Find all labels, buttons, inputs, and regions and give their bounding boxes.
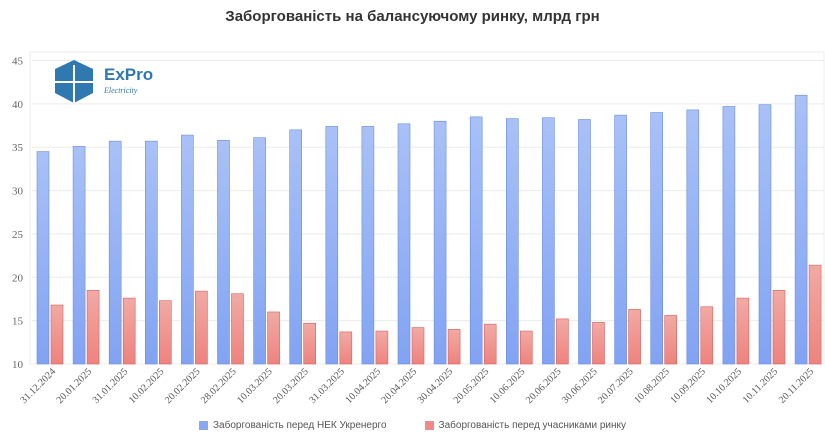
chart-title: Заборгованість на балансуючому ринку, мл… — [225, 8, 600, 25]
bar-participants-20.07.2025[interactable] — [628, 309, 641, 365]
x-tick-label: 10.11.2025 — [741, 366, 780, 405]
x-tick-label: 20.01.2025 — [55, 366, 95, 406]
bar-ukrenergo-20.05.2025[interactable] — [469, 116, 483, 365]
bar-ukrenergo-20.01.2025[interactable] — [72, 146, 86, 365]
bar-participants-20.02.2025[interactable] — [195, 290, 208, 365]
bar-participants-10.02.2025[interactable] — [159, 300, 172, 365]
bar-ukrenergo-10.06.2025[interactable] — [505, 118, 519, 365]
x-tick-label: 20.05.2025 — [452, 366, 492, 406]
bar-ukrenergo-10.04.2025[interactable] — [361, 126, 375, 365]
bar-participants-30.06.2025[interactable] — [592, 322, 605, 365]
x-tick-label: 20.03.2025 — [271, 366, 311, 406]
bar-ukrenergo-20.07.2025[interactable] — [614, 114, 627, 365]
bar-participants-31.01.2025[interactable] — [122, 297, 136, 365]
bar-participants-10.10.2025[interactable] — [736, 297, 750, 365]
bar-participants-31.03.2025[interactable] — [339, 331, 353, 365]
bar-ukrenergo-31.01.2025[interactable] — [108, 140, 122, 365]
bar-ukrenergo-30.04.2025[interactable] — [433, 120, 447, 365]
y-tick-label: 30 — [12, 186, 24, 198]
bar-ukrenergo-31.03.2025[interactable] — [325, 126, 339, 365]
expro-logo: ExPro Electricity — [55, 60, 153, 103]
bar-ukrenergo-10.02.2025[interactable] — [145, 140, 158, 365]
bar-participants-20.03.2025[interactable] — [303, 322, 317, 365]
x-tick-label: 10.09.2025 — [668, 366, 708, 406]
bar-participants-28.02.2025[interactable] — [231, 293, 244, 365]
bar-participants-20.06.2025[interactable] — [556, 318, 569, 365]
y-tick-label: 45 — [12, 56, 24, 68]
x-tick-label: 20.04.2025 — [380, 366, 420, 406]
x-tick-label: 31.01.2025 — [91, 366, 131, 406]
bar-ukrenergo-20.11.2025[interactable] — [794, 94, 808, 365]
bar-participants-30.04.2025[interactable] — [447, 329, 461, 365]
bar-ukrenergo-10.10.2025[interactable] — [722, 106, 736, 365]
bar-participants-20.04.2025[interactable] — [411, 327, 425, 365]
y-tick-label: 40 — [12, 99, 24, 111]
legend-swatch — [199, 421, 208, 430]
svg-text:ExPro: ExPro — [104, 65, 153, 84]
legend-item-participants[interactable]: Заборгованість перед учасниками ринку — [424, 420, 626, 431]
y-tick-label: 15 — [12, 316, 24, 328]
x-tick-label: 20.06.2025 — [524, 366, 564, 406]
x-tick-label: 20.07.2025 — [596, 366, 636, 406]
x-tick-label: 10.03.2025 — [235, 366, 275, 406]
y-tick-label: 10 — [12, 359, 24, 371]
x-tick-label: 10.10.2025 — [704, 366, 744, 406]
x-tick-label: 30.04.2025 — [416, 366, 456, 406]
bar-ukrenergo-31.12.2024[interactable] — [36, 151, 50, 365]
legend: Заборгованість перед НЕК Укренерго Забор… — [0, 420, 825, 431]
bar-ukrenergo-10.11.2025[interactable] — [758, 104, 772, 365]
x-tick-label: 28.02.2025 — [199, 366, 239, 406]
bar-participants-10.11.2025[interactable] — [772, 289, 786, 365]
bar-participants-20.01.2025[interactable] — [86, 289, 100, 365]
x-tick-label: 10.06.2025 — [488, 366, 528, 406]
bar-participants-10.06.2025[interactable] — [519, 330, 533, 365]
bar-ukrenergo-20.03.2025[interactable] — [289, 129, 303, 365]
bar-ukrenergo-30.06.2025[interactable] — [578, 119, 591, 365]
legend-label: Заборгованість перед НЕК Укренерго — [213, 420, 387, 431]
x-tick-label: 20.02.2025 — [163, 366, 203, 406]
bar-ukrenergo-10.03.2025[interactable] — [253, 137, 266, 365]
bar-ukrenergo-28.02.2025[interactable] — [217, 139, 230, 365]
bar-ukrenergo-10.09.2025[interactable] — [686, 109, 700, 365]
bar-ukrenergo-20.06.2025[interactable] — [542, 117, 555, 365]
x-tick-label: 30.06.2025 — [560, 366, 600, 406]
legend-item-ukrenergo[interactable]: Заборгованість перед НЕК Укренерго — [199, 420, 387, 431]
bar-chart: 10 15 20 25 30 35 40 45 ExPro Electricity 31.12… — [12, 51, 825, 406]
y-tick-label: 25 — [12, 229, 24, 241]
x-tick-label: 20.11.2025 — [777, 366, 816, 405]
y-tick-label: 35 — [12, 142, 24, 154]
bar-participants-31.12.2024[interactable] — [50, 304, 64, 365]
bar-ukrenergo-10.08.2025[interactable] — [650, 112, 664, 365]
y-tick-label: 20 — [12, 272, 24, 284]
bar-participants-10.09.2025[interactable] — [700, 306, 714, 365]
bar-participants-20.05.2025[interactable] — [483, 323, 497, 365]
bar-participants-20.11.2025[interactable] — [808, 264, 822, 365]
x-tick-label: 31.03.2025 — [307, 366, 347, 406]
legend-label: Заборгованість перед учасниками ринку — [438, 420, 626, 431]
legend-swatch — [424, 421, 434, 430]
x-tick-label: 10.08.2025 — [632, 366, 672, 406]
svg-text:Electricity: Electricity — [103, 86, 138, 95]
bar-participants-10.08.2025[interactable] — [664, 315, 678, 365]
x-tick-label: 10.04.2025 — [343, 366, 383, 406]
bar-participants-10.04.2025[interactable] — [375, 330, 389, 365]
bar-ukrenergo-20.04.2025[interactable] — [397, 123, 411, 365]
x-tick-label: 10.02.2025 — [127, 366, 167, 406]
x-tick-label: 31.12.2024 — [19, 366, 59, 406]
bar-participants-10.03.2025[interactable] — [267, 311, 280, 365]
bar-ukrenergo-20.02.2025[interactable] — [181, 134, 194, 365]
